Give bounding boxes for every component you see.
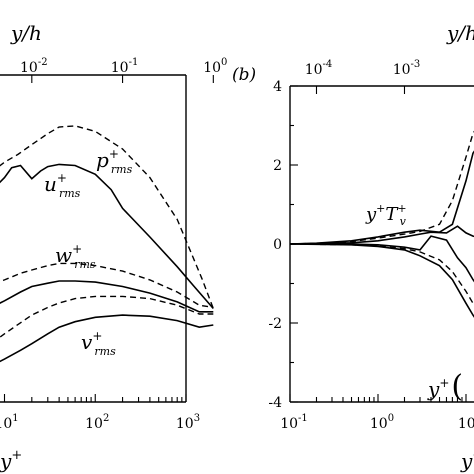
panel-b-y-tick-label: -2 xyxy=(268,316,282,332)
panel-a-top-tick-label: 100 xyxy=(203,57,227,76)
panel-a-x-tick-label: 102 xyxy=(85,413,109,432)
panel-b-top-xlabel: y/h xyxy=(446,21,474,45)
panel-a-series-1 xyxy=(0,163,214,310)
panel-a-series-2 xyxy=(0,262,214,309)
panel-a-series-5 xyxy=(0,314,214,363)
panel-b-top-tick-label: 10-3 xyxy=(393,59,421,78)
panel-a-series-3 xyxy=(0,280,214,313)
panel-b-y-tick-label: 4 xyxy=(273,79,282,95)
panel-b-series-3 xyxy=(290,235,474,283)
panel-a-xlabel: y+ xyxy=(0,448,22,473)
panel-b-x-tick-label: 100 xyxy=(370,413,394,432)
annotation-y-tv: y+T+ v xyxy=(365,202,407,228)
panel-b-series-2 xyxy=(289,225,474,245)
panel-b: 420-2-410-110010110-410-310-2 (b) y/h y+… xyxy=(232,21,474,473)
annotation-p-rms: p+ rms xyxy=(96,147,133,176)
panel-a-top-tick-label: 10-2 xyxy=(20,57,48,76)
panel-a-x-tick-label: 101 xyxy=(0,413,19,432)
panel-b-y-tick-label: -4 xyxy=(268,395,282,411)
panel-a-top-tick-label: 10-1 xyxy=(111,57,139,76)
panel-a-top-xlabel: y/h xyxy=(10,21,42,45)
panel-a-x-tick-label: 103 xyxy=(176,413,200,432)
panel-b-series-5 xyxy=(289,243,474,318)
panel-b-series-1 xyxy=(289,150,474,245)
panel-a-series-4 xyxy=(0,295,214,339)
panel-a-series-0 xyxy=(0,125,214,309)
panel-b-y-tick-label: 0 xyxy=(273,237,282,253)
panel-b-top-tick-label: 10-4 xyxy=(305,59,333,78)
panel-b-y-tick-label: 2 xyxy=(273,158,282,174)
annotation-u-rms: u+ rms xyxy=(44,171,81,200)
panel-b-x-tick-label: 101 xyxy=(458,413,474,432)
panel-b-series-0 xyxy=(289,130,474,245)
annotation-v-rms: v+ rms xyxy=(81,329,116,358)
annotation-w-rms: w+ rms xyxy=(55,242,96,271)
panel-b-label: (b) xyxy=(232,65,256,85)
panel-b-xlabel: y+ xyxy=(460,448,474,473)
panel-b-x-tick-label: 10-1 xyxy=(280,413,308,432)
panel-b-series-4 xyxy=(289,243,474,306)
annotation-y-bracket: y+( xyxy=(427,369,463,404)
